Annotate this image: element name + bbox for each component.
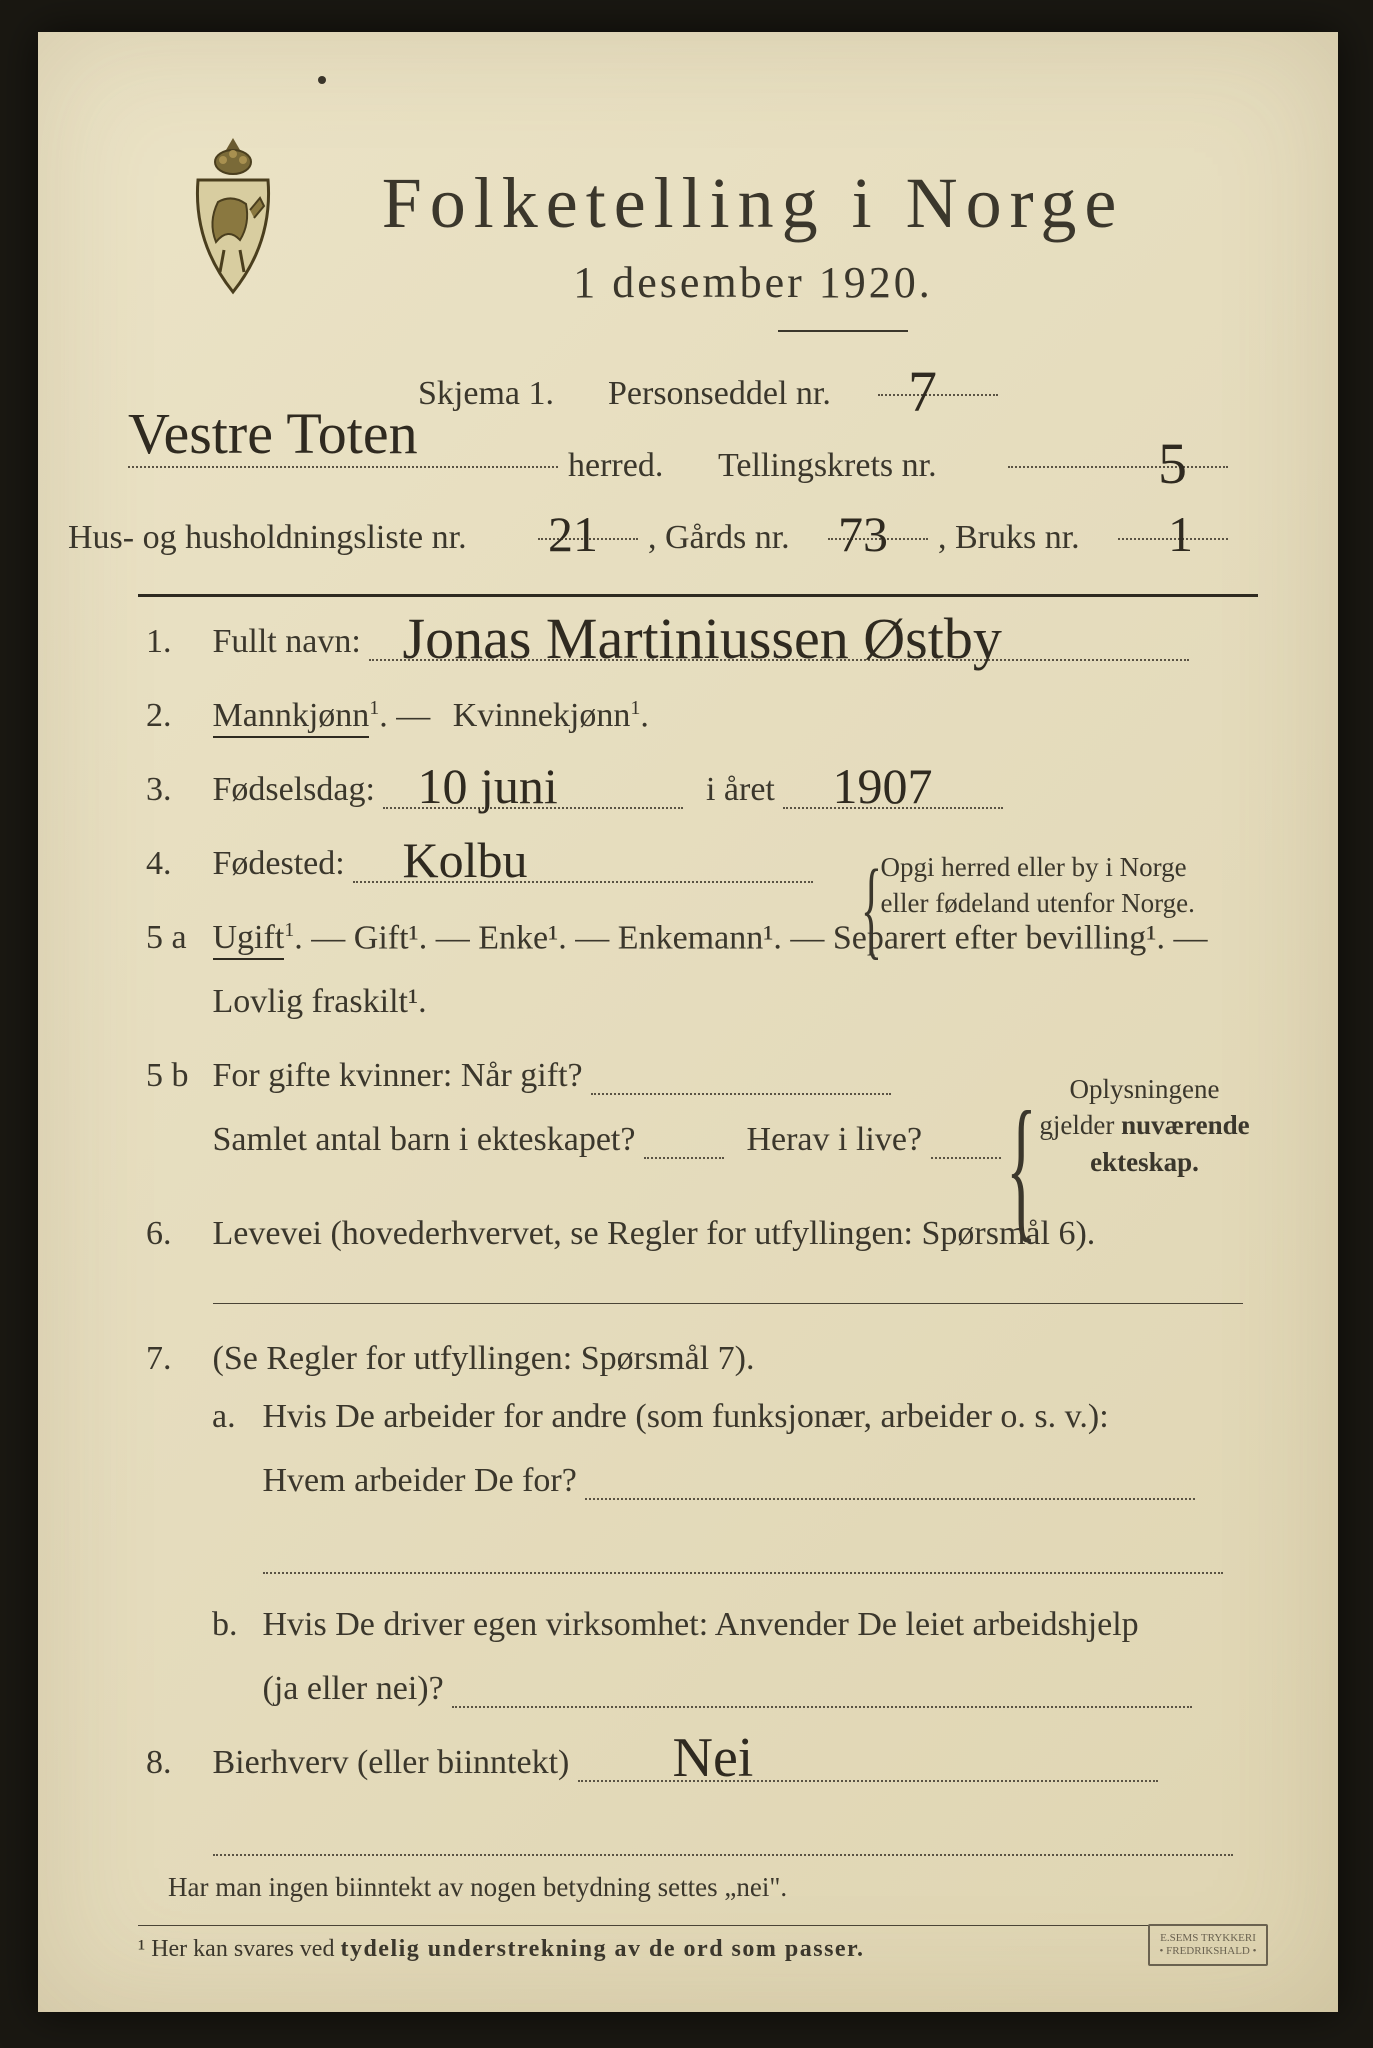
divider-thick xyxy=(138,594,1258,597)
q3-label: Fødselsdag: xyxy=(213,771,375,808)
q7a-l2: Hvem arbeider De for? xyxy=(263,1462,577,1499)
q6-num: 6. xyxy=(138,1215,204,1253)
q7a-num: a. xyxy=(204,1398,254,1436)
q8-label: Bierhverv (eller biinntekt) xyxy=(213,1744,570,1781)
q8-num: 8. xyxy=(138,1744,204,1782)
title-main: Folketelling i Norge xyxy=(248,162,1258,245)
title-date: 1 desember 1920. xyxy=(248,257,1258,308)
hus-label: Hus- og husholdningsliste nr. xyxy=(68,504,467,572)
meta-block: Vestre Toten Skjema 1. Personseddel nr. … xyxy=(138,360,1258,576)
q6-text: Levevei (hovederhvervet, se Regler for u… xyxy=(213,1215,1096,1252)
bruks-nr: 1 xyxy=(1168,484,1193,584)
coat-of-arms-icon xyxy=(168,132,298,302)
q7a-l1: Hvis De arbeider for andre (som funksjon… xyxy=(263,1398,1109,1435)
q5a-line2: Lovlig fraskilt¹. xyxy=(213,983,1243,1021)
gards-label: , Gårds nr. xyxy=(648,504,790,572)
q5a: 5 a Ugift1. — Gift¹. — Enke¹. — Enkemann… xyxy=(138,919,1258,1049)
census-form-page: Folketelling i Norge 1 desember 1920. Ve… xyxy=(38,32,1338,2012)
footnote-instruction: ¹ Her kan svares ved tydelig understrekn… xyxy=(138,1925,1258,1963)
q4-num: 4. xyxy=(138,845,204,883)
q1-num: 1. xyxy=(138,623,204,661)
q3: 3. Fødselsdag: 10 juni i året 1907 xyxy=(138,771,1258,837)
q1-value: Jonas Martiniussen Østby xyxy=(403,605,1002,672)
q6: 6. Levevei (hovederhvervet, se Regler fo… xyxy=(138,1215,1258,1304)
q3-day: 10 juni xyxy=(418,757,558,815)
q1: 1. Fullt navn: Jonas Martiniussen Østby xyxy=(138,623,1258,689)
form-body: 1. Fullt navn: Jonas Martiniussen Østby … xyxy=(138,623,1258,1963)
q5b-side1: Oplysningene xyxy=(1070,1074,1220,1104)
q5a-rest: . — Gift¹. — Enke¹. — Enkemann¹. — Separ… xyxy=(294,919,1207,956)
q7b-num: b. xyxy=(204,1606,254,1644)
q8: 8. Bierhverv (eller biinntekt) Nei xyxy=(138,1744,1258,1856)
q4-sidenote-1: Opgi herred eller by i Norge xyxy=(881,852,1187,882)
q3-year: 1907 xyxy=(833,757,933,815)
q2-kvinne: Kvinnekjønn xyxy=(453,697,631,734)
q5b-l2a: Samlet antal barn i ekteskapet? xyxy=(213,1121,636,1158)
footnote-nei: Har man ingen biinntekt av nogen betydni… xyxy=(138,1872,1258,1903)
personseddel-label: Personseddel nr. xyxy=(608,360,831,428)
q2-num: 2. xyxy=(138,697,204,735)
q7b: b. Hvis De driver egen virksomhet: Anven… xyxy=(204,1606,1258,1736)
q2: 2. Mannkjønn1. — Kvinnekjønn1. xyxy=(138,697,1258,763)
bruks-label: , Bruks nr. xyxy=(938,504,1080,572)
q4-value: Kolbu xyxy=(403,831,528,889)
title-rule xyxy=(778,330,908,332)
q7-num: 7. xyxy=(138,1340,204,1378)
q5a-ugift: Ugift xyxy=(213,919,285,960)
q7a: a. Hvis De arbeider for andre (som funks… xyxy=(204,1398,1258,1598)
q5b-num: 5 b xyxy=(138,1057,204,1095)
q5b-l2b: Herav i live? xyxy=(746,1121,922,1158)
hus-nr: 21 xyxy=(548,484,598,584)
q5b: 5 b For gifte kvinner: Når gift? Samlet … xyxy=(138,1057,1258,1207)
q7b-l1: Hvis De driver egen virksomhet: Anvender… xyxy=(263,1606,1139,1643)
tellingskrets-label: Tellingskrets nr. xyxy=(718,432,937,500)
header: Folketelling i Norge 1 desember 1920. xyxy=(138,162,1258,332)
q7: 7. (Se Regler for utfyllingen: Spørsmål … xyxy=(138,1340,1258,1390)
q4-label: Fødested: xyxy=(213,845,345,882)
q7b-l2: (ja eller nei)? xyxy=(263,1670,444,1707)
gards-nr: 73 xyxy=(838,484,888,584)
q4-sidenote-2: eller fødeland utenfor Norge. xyxy=(881,888,1195,918)
q5a-num: 5 a xyxy=(138,919,204,957)
printer-stamp: E.SEMS TRYKKERI • FREDRIKSHALD • xyxy=(1148,1924,1268,1966)
skjema-label: Skjema 1. xyxy=(418,360,554,428)
q3-num: 3. xyxy=(138,771,204,809)
q3-year-label: i året xyxy=(706,771,775,808)
q8-value: Nei xyxy=(673,1726,754,1790)
q7-intro: (Se Regler for utfyllingen: Spørsmål 7). xyxy=(213,1340,755,1377)
q5b-side3: ekteskap. xyxy=(1090,1147,1199,1177)
ink-dot xyxy=(318,76,326,84)
q4: 4. Fødested: Kolbu { Opgi herred eller b… xyxy=(138,845,1258,911)
q1-label: Fullt navn: xyxy=(213,623,361,660)
q5b-l1: For gifte kvinner: Når gift? xyxy=(213,1057,583,1094)
q2-mann: Mannkjønn xyxy=(213,697,370,738)
